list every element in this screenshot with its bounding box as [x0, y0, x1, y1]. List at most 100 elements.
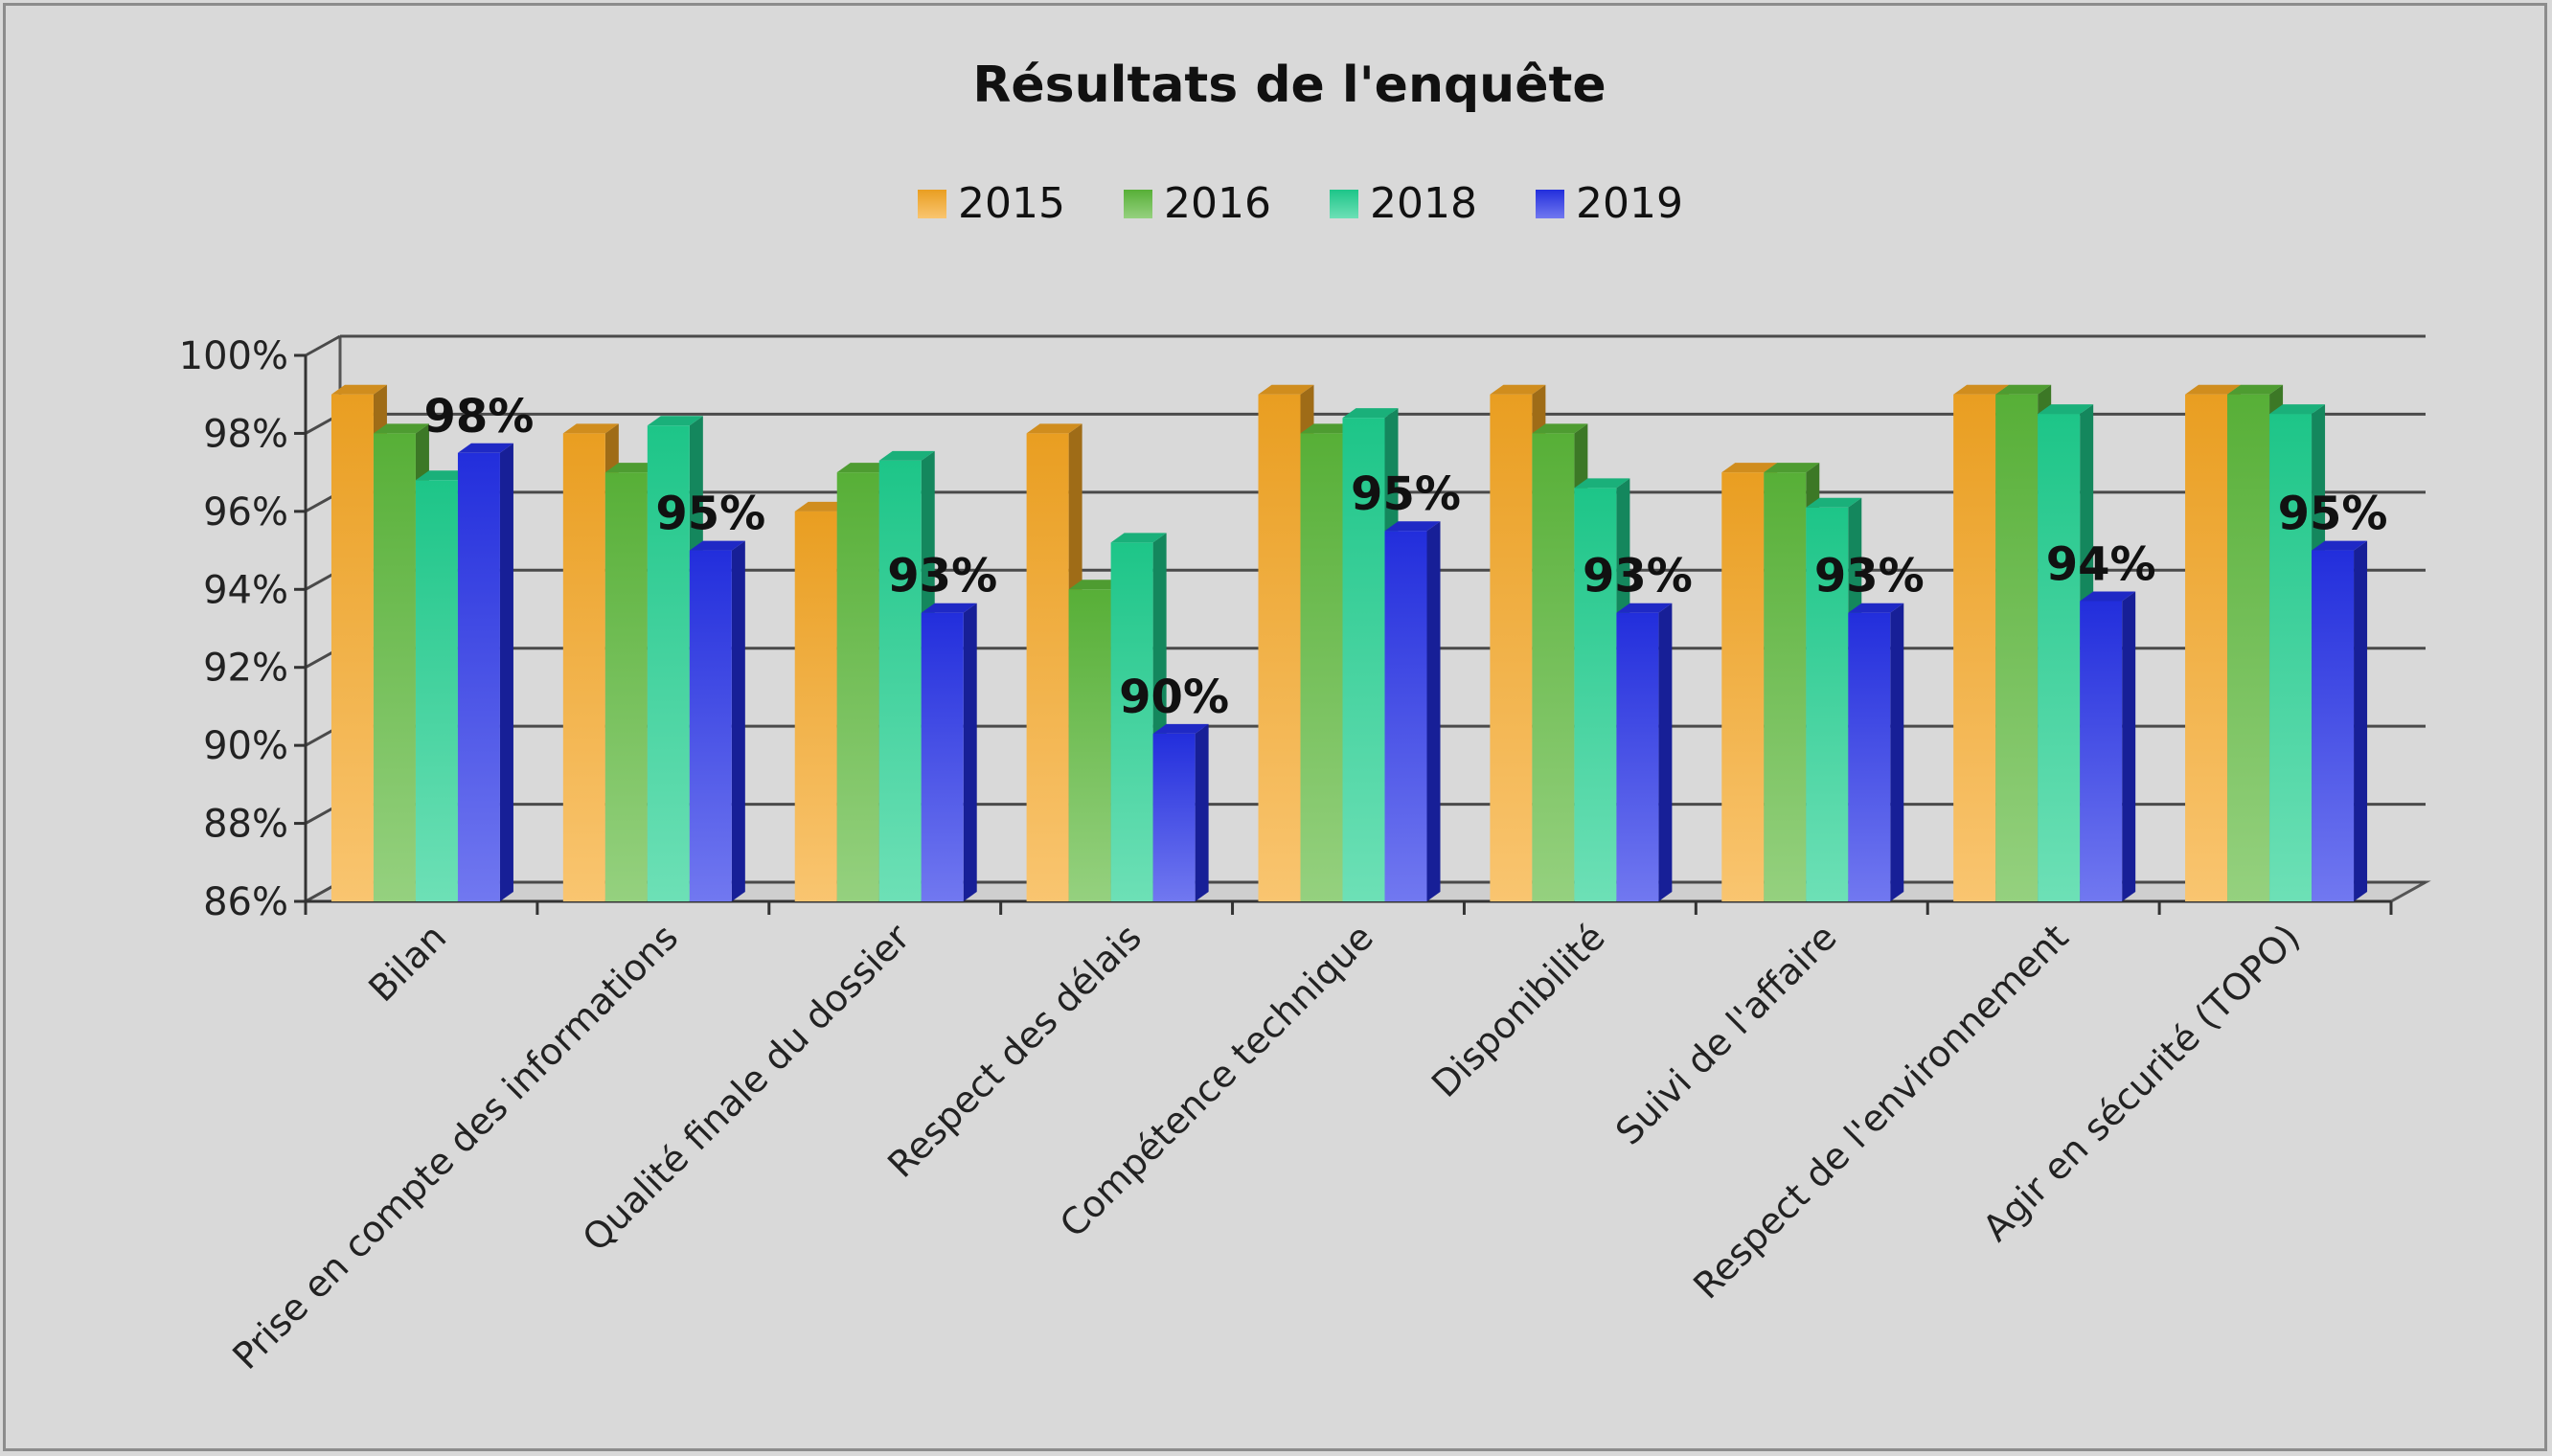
bar-top — [1152, 723, 1209, 734]
bar-2019 — [1152, 733, 1196, 901]
bar-2019 — [921, 612, 964, 901]
bar-chart: Résultats de l'enquête 2015 2016 2018 2019 … — [179, 57, 2431, 1377]
bar-top — [2269, 404, 2326, 415]
bar-2019 — [2312, 550, 2355, 901]
x-category-label: Respect de l'environnement — [1685, 916, 2076, 1307]
y-tick-label: 92% — [203, 647, 288, 691]
x-category-label: Prise en compte des informations — [224, 916, 686, 1377]
bar-top — [2312, 540, 2368, 551]
bar-side — [1426, 521, 1441, 901]
bar-top — [878, 450, 935, 461]
bar-side — [1195, 723, 1209, 901]
bar-top — [604, 463, 661, 473]
bar-2016 — [1532, 433, 1575, 901]
bar-2016 — [2227, 394, 2270, 901]
bar-top — [457, 443, 513, 453]
legend-label: 2016 — [1164, 179, 1271, 228]
x-category-label: Suivi de l'affaire — [1607, 916, 1844, 1152]
bar-2019 — [457, 452, 500, 901]
bar-2016 — [1068, 589, 1111, 901]
data-label: 90% — [1119, 671, 1229, 724]
gridline-depth — [305, 334, 341, 357]
bar-top — [1764, 463, 1820, 473]
legend-swatch — [918, 190, 946, 218]
data-label: 95% — [2278, 488, 2388, 541]
bar-2015 — [1026, 433, 1069, 901]
bar-side — [499, 443, 513, 901]
legend-swatch — [1124, 190, 1152, 218]
data-label: 98% — [423, 390, 534, 444]
data-label: 95% — [1351, 467, 1461, 521]
legend-swatch — [1330, 190, 1358, 218]
x-category-label: Respect des délais — [879, 916, 1150, 1186]
y-tick-label: 98% — [203, 412, 288, 456]
bar-top — [373, 423, 429, 434]
bar-side — [731, 540, 745, 901]
bar-top — [1300, 423, 1356, 434]
bar-side — [1658, 603, 1673, 901]
legend-label: 2018 — [1370, 179, 1477, 228]
bar-top — [1110, 533, 1167, 543]
bar-top — [2227, 384, 2284, 395]
bar-top — [794, 501, 851, 512]
bar-side — [1890, 603, 1904, 901]
bar-top — [647, 416, 703, 426]
y-tick-label: 94% — [203, 568, 288, 612]
x-category-label: Disponibilité — [1424, 916, 1613, 1105]
bar-top — [1574, 478, 1630, 489]
bar-2018 — [647, 425, 690, 901]
data-label: 93% — [1583, 550, 1693, 603]
y-tick-label: 96% — [203, 490, 288, 535]
bar-top — [1995, 384, 2052, 395]
legend-swatch — [1536, 190, 1564, 218]
legend-label: 2019 — [1576, 179, 1683, 228]
bar-2018 — [1342, 418, 1385, 901]
bar-top — [1258, 384, 1314, 395]
bar-top — [1721, 463, 1778, 473]
bar-2018 — [1806, 507, 1849, 901]
bar-top — [1806, 497, 1862, 508]
bar-2016 — [1300, 433, 1343, 901]
bar-2015 — [1258, 394, 1301, 901]
bar-top — [1068, 580, 1125, 590]
bar-top — [2185, 384, 2242, 395]
bar-top — [1342, 408, 1399, 419]
y-tick-label: 90% — [203, 724, 288, 768]
bar-top — [2038, 404, 2094, 415]
bar-top — [330, 384, 387, 395]
bar-2018 — [2038, 414, 2081, 901]
legend-label: 2015 — [958, 179, 1065, 228]
bar-2016 — [1995, 394, 2039, 901]
data-label: 93% — [1814, 550, 1925, 603]
bar-side — [963, 603, 977, 901]
bar-top — [1953, 384, 2010, 395]
bar-side — [2354, 540, 2368, 901]
bar-2015 — [794, 511, 837, 901]
bar-2015 — [330, 394, 374, 901]
bar-2016 — [604, 472, 648, 901]
bar-top — [1532, 423, 1588, 434]
bar-top — [689, 540, 745, 551]
bar-top — [2080, 591, 2136, 602]
legend: 2015 2016 2018 2019 — [918, 179, 1683, 228]
bar-2016 — [1764, 472, 1807, 901]
bar-2018 — [1110, 542, 1153, 901]
bar-top — [921, 603, 977, 613]
bar-side — [2122, 591, 2136, 901]
bar-2019 — [1616, 612, 1659, 901]
bar-2015 — [1490, 394, 1533, 901]
bar-2015 — [2185, 394, 2228, 901]
bar-2015 — [562, 433, 605, 901]
bar-2015 — [1721, 472, 1765, 901]
x-category-label: Bilan — [360, 916, 454, 1010]
bar-2019 — [2080, 601, 2123, 901]
bar-2018 — [878, 460, 922, 901]
bar-top — [836, 463, 893, 473]
bar-top — [415, 470, 471, 481]
bar-2016 — [836, 472, 879, 901]
bar-2015 — [1953, 394, 1996, 901]
bar-top — [1026, 423, 1082, 434]
bar-2019 — [1384, 531, 1427, 901]
chart-frame: Résultats de l'enquête 2015 2016 2018 2019 … — [3, 3, 2547, 1451]
